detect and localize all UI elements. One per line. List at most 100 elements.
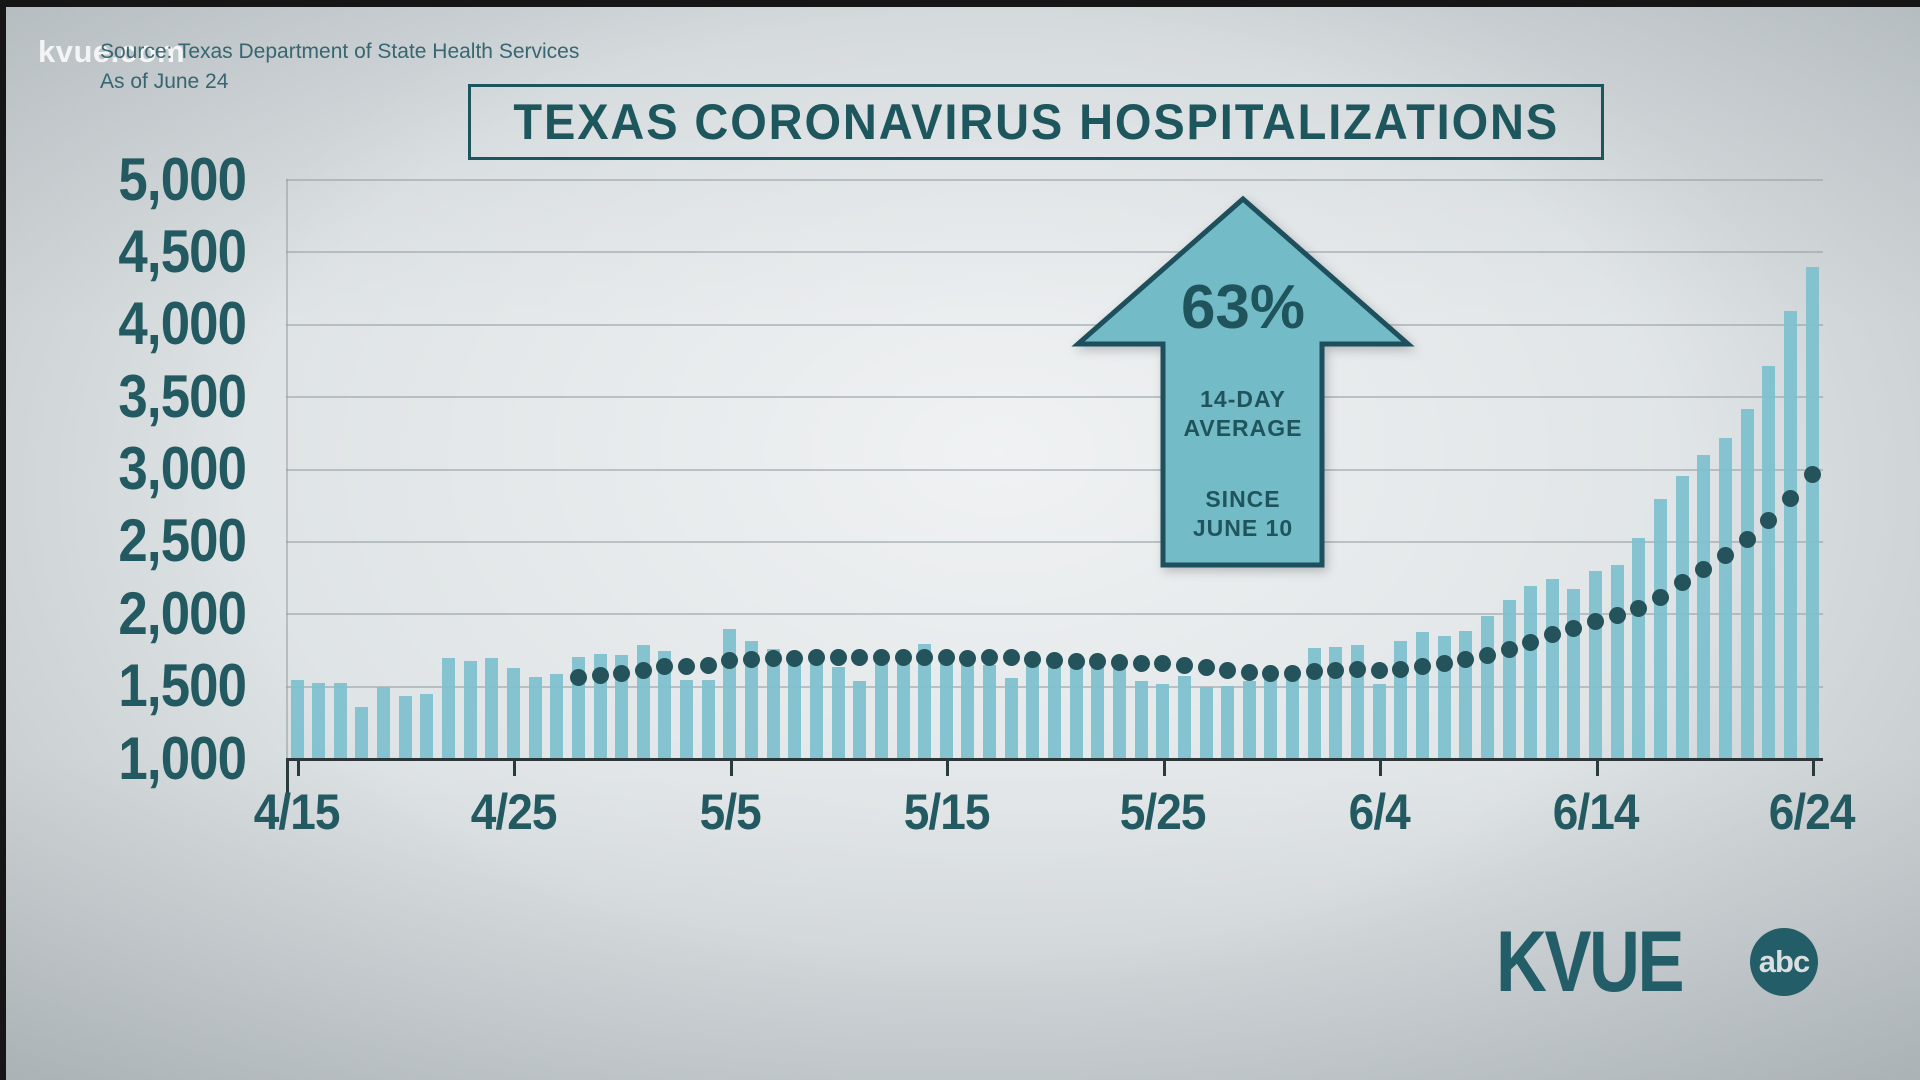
bar-5/18: [1004, 678, 1018, 758]
x-tick-4/25: [513, 758, 517, 776]
gridline-2,500: [286, 540, 1823, 543]
bar-5/26: [1177, 675, 1191, 758]
y-axis-label-1,000: 1,000: [30, 725, 247, 792]
bar-5/22: [1091, 662, 1105, 758]
bar-6/22: [1762, 365, 1776, 758]
avg-dot-5/26: [1175, 656, 1193, 674]
gridline-4,000: [286, 323, 1823, 326]
avg-dot-5/9: [807, 649, 825, 667]
x-axis-label-4/25: 4/25: [428, 782, 598, 842]
as-of-date: As of June 24: [100, 70, 229, 93]
bar-6/24: [1805, 267, 1819, 758]
avg-dot-6/8: [1457, 651, 1475, 669]
percent-increase: 63%: [1180, 273, 1306, 342]
x-tick-4/15: [297, 758, 300, 776]
bar-4/20: [398, 695, 412, 758]
y-axis-label-text: 2,000: [118, 579, 247, 647]
chart-title-box: TEXAS CORONAVIRUS HOSPITALIZATIONS: [468, 84, 1604, 160]
avg-dot-6/4: [1370, 662, 1388, 680]
bar-5/6: [745, 640, 758, 758]
bar-5/14: [918, 643, 932, 758]
bar-6/11: [1524, 585, 1538, 758]
y-axis-label-2,500: 2,500: [30, 507, 247, 575]
avg-dot-6/14: [1587, 613, 1605, 631]
bar-5/13: [896, 659, 910, 758]
bar-6/10: [1502, 600, 1516, 758]
avg-dot-5/20: [1046, 652, 1063, 670]
bar-6/9: [1480, 616, 1494, 758]
bar-4/27: [550, 674, 564, 758]
x-tick-5/5: [729, 758, 733, 776]
y-axis-label-text: 3,500: [118, 362, 247, 430]
bar-5/11: [853, 681, 867, 758]
avg-dot-6/20: [1716, 547, 1734, 565]
bar-6/15: [1610, 565, 1624, 758]
bar-4/17: [333, 682, 347, 758]
bar-5/27: [1199, 687, 1213, 758]
annotation-average-label: 14-DAY AVERAGE: [1183, 386, 1303, 441]
avg-dot-5/5: [721, 651, 739, 669]
avg-dot-5/16: [959, 649, 977, 667]
screen-edge-left: [0, 0, 6, 1080]
avg-dot-5/29: [1240, 663, 1258, 681]
bar-6/4: [1372, 684, 1386, 758]
plot-area: [286, 179, 1823, 800]
bar-4/24: [485, 658, 499, 758]
avg-dot-5/23: [1110, 653, 1128, 671]
x-axis-label-5/25: 5/25: [1078, 782, 1248, 842]
y-axis-label-text: 3,000: [118, 435, 247, 502]
x-axis-label-6/4: 6/4: [1294, 782, 1464, 842]
avg-dot-5/13: [894, 649, 912, 667]
avg-dot-6/21: [1738, 530, 1756, 548]
up-arrow-icon: [1071, 195, 1415, 568]
avg-dot-6/19: [1695, 561, 1713, 579]
bar-5/15: [939, 653, 953, 758]
bar-5/19: [1026, 659, 1040, 758]
x-tick-5/25: [1162, 758, 1166, 776]
bar-6/23: [1783, 310, 1797, 758]
avg-dot-5/3: [678, 657, 696, 675]
y-axis-label-text: 4,500: [118, 217, 247, 285]
avg-dot-5/4: [699, 656, 717, 674]
bar-4/16: [312, 682, 326, 758]
x-tick-6/14: [1595, 758, 1599, 776]
bar-5/25: [1156, 684, 1170, 758]
avg-dot-4/28: [569, 668, 587, 686]
y-axis-label-text: 5,000: [118, 145, 247, 213]
bar-5/20: [1048, 658, 1061, 758]
x-axis-corner-tick: [286, 758, 289, 800]
avg-dot-5/6: [743, 650, 760, 668]
avg-dot-5/11: [851, 649, 869, 667]
bar-5/31: [1286, 666, 1300, 758]
source-attribution: Source: Texas Department of State Health…: [100, 38, 579, 96]
bar-4/23: [463, 661, 477, 758]
bar-4/19: [377, 687, 391, 758]
screen-edge-top: [0, 0, 1920, 7]
y-axis-label-5,000: 5,000: [30, 145, 247, 213]
bar-5/10: [831, 666, 845, 758]
y-axis-label-text: 2,500: [118, 507, 247, 575]
y-axis-label-4,000: 4,000: [30, 290, 247, 357]
avg-dot-5/21: [1067, 653, 1085, 671]
avg-dot-6/18: [1673, 574, 1691, 592]
bar-6/8: [1459, 630, 1473, 758]
avg-dot-5/7: [764, 649, 782, 667]
bar-6/16: [1632, 537, 1646, 758]
bar-5/29: [1242, 681, 1256, 758]
y-axis-label-3,500: 3,500: [30, 362, 247, 430]
abc-logo-icon: abc: [1750, 928, 1818, 996]
avg-dot-6/10: [1500, 640, 1518, 658]
bar-6/5: [1394, 640, 1408, 758]
bar-5/4: [701, 679, 715, 758]
avg-dot-6/3: [1349, 660, 1366, 678]
bar-4/18: [355, 707, 369, 758]
avg-dot-5/25: [1154, 655, 1172, 673]
x-axis-label-text: 5/25: [1119, 784, 1207, 840]
avg-dot-5/12: [872, 649, 890, 667]
bar-5/12: [874, 653, 888, 758]
avg-dot-5/17: [981, 648, 999, 666]
avg-dot-6/1: [1305, 662, 1323, 680]
avg-dot-6/2: [1327, 661, 1345, 679]
avg-dot-5/1: [634, 662, 652, 680]
